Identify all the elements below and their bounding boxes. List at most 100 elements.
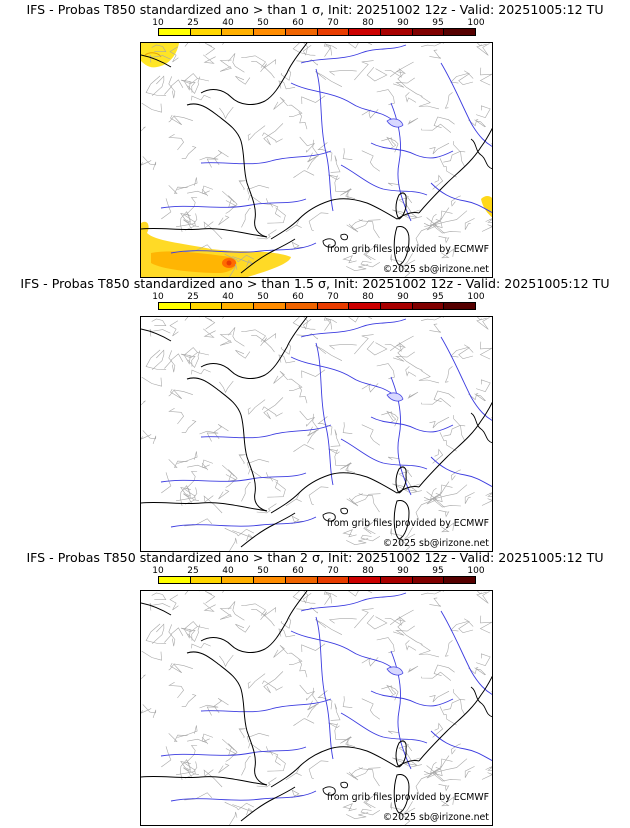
admin-border bbox=[334, 175, 349, 200]
colorbar-segment bbox=[159, 577, 191, 583]
admin-border bbox=[307, 687, 319, 710]
admin-border bbox=[360, 808, 381, 816]
admin-border bbox=[262, 406, 283, 417]
admin-border bbox=[444, 92, 453, 109]
coastline bbox=[240, 512, 296, 548]
admin-border bbox=[189, 81, 196, 93]
admin-border bbox=[267, 207, 286, 224]
river bbox=[290, 82, 397, 124]
admin-border bbox=[180, 485, 191, 506]
admin-border bbox=[485, 766, 492, 771]
map-area: from grib files provided by ECMWF ©2025 … bbox=[140, 42, 493, 278]
colorbar-segment bbox=[349, 577, 381, 583]
colorbar-segment bbox=[222, 29, 255, 35]
admin-border bbox=[324, 43, 337, 57]
colorbar-tick-label: 25 bbox=[187, 292, 199, 302]
coastline bbox=[270, 746, 420, 788]
admin-border bbox=[464, 766, 475, 778]
admin-border bbox=[476, 317, 490, 330]
admin-border bbox=[251, 61, 275, 79]
copyright-credit: ©2025 sb@irizone.net bbox=[382, 264, 489, 275]
admin-border bbox=[145, 349, 167, 370]
admin-border bbox=[405, 92, 417, 103]
admin-border bbox=[328, 70, 357, 76]
admin-border bbox=[293, 718, 315, 726]
admin-border bbox=[180, 759, 191, 780]
admin-border bbox=[443, 424, 466, 437]
admin-border bbox=[361, 150, 380, 172]
admin-border bbox=[421, 671, 452, 681]
admin-border bbox=[481, 498, 492, 506]
panel-title: IFS - Probas T850 standardized ano > tha… bbox=[26, 550, 604, 565]
colorbar-tick-label: 100 bbox=[467, 292, 485, 302]
admin-border bbox=[238, 454, 246, 464]
river bbox=[170, 516, 317, 528]
admin-border bbox=[299, 684, 315, 701]
admin-border bbox=[430, 761, 443, 777]
coastline-island bbox=[395, 192, 407, 220]
colorbar-tick-label: 50 bbox=[257, 18, 269, 28]
river bbox=[170, 790, 317, 802]
admin-border bbox=[401, 253, 416, 269]
admin-border bbox=[346, 219, 363, 233]
river bbox=[200, 150, 332, 165]
admin-border bbox=[141, 400, 146, 406]
admin-border bbox=[361, 657, 379, 667]
admin-border bbox=[219, 380, 234, 394]
admin-border bbox=[328, 618, 357, 624]
admin-border bbox=[474, 393, 486, 402]
admin-border bbox=[181, 694, 197, 707]
admin-border bbox=[288, 104, 303, 117]
admin-border bbox=[401, 527, 416, 543]
admin-border bbox=[170, 114, 183, 126]
admin-border bbox=[256, 777, 277, 788]
colorbar-tick-label: 80 bbox=[362, 566, 374, 576]
admin-border bbox=[235, 623, 251, 633]
coastline-island bbox=[340, 781, 348, 789]
admin-border bbox=[288, 652, 303, 665]
admin-border bbox=[213, 423, 229, 440]
admin-border bbox=[278, 80, 296, 90]
colorbar-tick-label: 50 bbox=[257, 566, 269, 576]
admin-border bbox=[490, 417, 492, 419]
colorbar-tick-label: 40 bbox=[222, 566, 234, 576]
admin-border bbox=[397, 347, 423, 371]
map-panel-3: IFS - Probas T850 standardized ano > tha… bbox=[0, 550, 630, 826]
admin-border bbox=[177, 451, 198, 464]
colorbar-tick-label: 80 bbox=[362, 18, 374, 28]
admin-border bbox=[433, 390, 455, 402]
admin-border bbox=[213, 149, 229, 166]
admin-border bbox=[183, 767, 196, 779]
admin-border bbox=[296, 607, 318, 614]
admin-border bbox=[444, 640, 453, 657]
admin-border bbox=[346, 538, 369, 546]
admin-border bbox=[490, 143, 492, 145]
admin-border bbox=[354, 334, 374, 355]
admin-border bbox=[429, 142, 450, 155]
admin-border bbox=[285, 765, 302, 781]
admin-border bbox=[185, 745, 198, 764]
admin-border bbox=[169, 46, 179, 63]
coastline bbox=[418, 127, 492, 214]
admin-border bbox=[203, 328, 216, 338]
admin-border bbox=[225, 469, 238, 488]
admin-border bbox=[241, 756, 251, 776]
admin-border bbox=[384, 616, 402, 626]
admin-border bbox=[354, 60, 374, 81]
admin-border bbox=[485, 492, 492, 497]
admin-border bbox=[260, 606, 277, 620]
admin-border bbox=[407, 391, 419, 399]
river bbox=[290, 356, 397, 398]
admin-border bbox=[262, 132, 283, 143]
colorbar-tick-label: 10 bbox=[152, 292, 164, 302]
admin-border bbox=[265, 198, 281, 218]
colorbar-tick-label: 60 bbox=[292, 292, 304, 302]
admin-border bbox=[302, 591, 312, 604]
admin-border bbox=[299, 136, 315, 153]
admin-border bbox=[433, 484, 468, 508]
admin-border bbox=[151, 75, 165, 96]
admin-border bbox=[151, 318, 167, 327]
admin-border bbox=[203, 495, 223, 514]
admin-border bbox=[205, 591, 216, 604]
admin-border bbox=[203, 769, 223, 788]
